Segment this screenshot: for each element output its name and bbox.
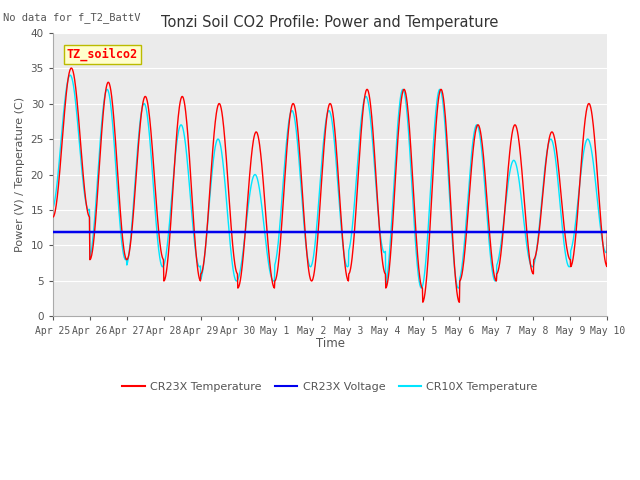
Y-axis label: Power (V) / Temperature (C): Power (V) / Temperature (C) [15,97,25,252]
Legend: CR23X Temperature, CR23X Voltage, CR10X Temperature: CR23X Temperature, CR23X Voltage, CR10X … [118,377,542,396]
Title: Tonzi Soil CO2 Profile: Power and Temperature: Tonzi Soil CO2 Profile: Power and Temper… [161,15,499,30]
X-axis label: Time: Time [316,337,344,350]
Text: TZ_soilco2: TZ_soilco2 [67,48,138,61]
Text: No data for f_T2_BattV: No data for f_T2_BattV [3,12,141,23]
